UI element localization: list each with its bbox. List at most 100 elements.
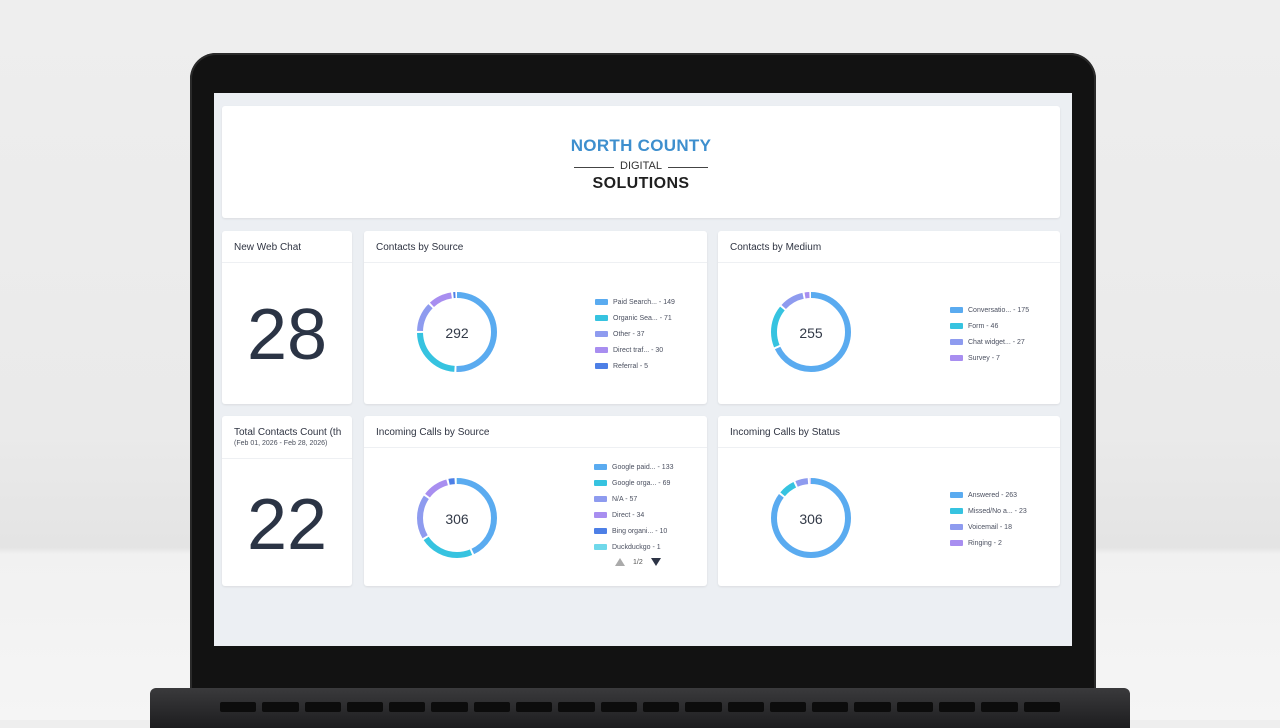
contacts-by-source-card[interactable]: Contacts by Source 292 Paid Search... - …: [364, 231, 707, 404]
legend-label: Missed/No a... - 23: [968, 507, 1027, 515]
legend-swatch: [950, 540, 963, 546]
legend-label: Organic Sea... - 71: [613, 314, 672, 322]
calls-by-status-title: Incoming Calls by Status: [730, 427, 841, 438]
contacts-by-medium-title: Contacts by Medium: [730, 242, 822, 253]
total-contacts-card[interactable]: Total Contacts Count (th (Feb 01, 2026 -…: [222, 416, 352, 586]
legend-item[interactable]: N/A - 57: [594, 491, 674, 507]
legend-swatch: [950, 339, 963, 345]
total-contacts-date-range: (Feb 01, 2026 - Feb 28, 2026): [234, 440, 328, 447]
legend-item[interactable]: Other - 37: [595, 326, 675, 342]
legend-swatch: [594, 544, 607, 550]
legend-pager: 1/2: [615, 558, 661, 566]
legend-label: Paid Search... - 149: [613, 298, 675, 306]
pager-next-icon[interactable]: [650, 558, 661, 566]
legend-item[interactable]: Conversatio... - 175: [950, 302, 1029, 318]
legend-swatch: [594, 512, 607, 518]
contacts-by-source-total: 292: [445, 325, 469, 341]
calls-by-source-title: Incoming Calls by Source: [376, 427, 490, 438]
legend-swatch: [950, 323, 963, 329]
legend-item[interactable]: Voicemail - 18: [950, 519, 1027, 535]
legend-label: Google paid... - 133: [612, 463, 674, 471]
legend-label: Chat widget... - 27: [968, 338, 1025, 346]
legend-label: Duckduckgo - 1: [612, 543, 661, 551]
legend-item[interactable]: Organic Sea... - 71: [595, 310, 675, 326]
contacts-by-source-legend: Paid Search... - 149 Organic Sea... - 71…: [595, 294, 675, 374]
calls-by-source-total: 306: [445, 511, 469, 527]
legend-label: Voicemail - 18: [968, 523, 1012, 531]
legend-swatch: [594, 480, 607, 486]
legend-item[interactable]: Missed/No a... - 23: [950, 503, 1027, 519]
donut-segment-1[interactable]: [771, 292, 851, 372]
logo-line3: SOLUTIONS: [592, 175, 690, 192]
legend-label: Google orga... - 69: [612, 479, 671, 487]
total-contacts-count: 22: [246, 485, 328, 565]
legend-swatch: [950, 307, 963, 313]
contacts-by-medium-card[interactable]: Contacts by Medium 255 Conversatio... - …: [718, 231, 1060, 404]
legend-label: Referral - 5: [613, 362, 649, 370]
legend-item[interactable]: Form - 46: [950, 318, 1029, 334]
legend-item[interactable]: Ringing - 2: [950, 535, 1027, 551]
contacts-by-source-title: Contacts by Source: [376, 242, 464, 253]
legend-swatch: [594, 496, 607, 502]
legend-label: Survey - 7: [968, 354, 1000, 362]
legend-item[interactable]: Paid Search... - 149: [595, 294, 675, 310]
web-chat-card[interactable]: New Web Chat 28: [222, 231, 352, 404]
legend-swatch: [594, 464, 607, 470]
laptop-keyboard: [150, 688, 1130, 728]
company-logo: NORTH COUNTY DIGITAL SOLUTIONS: [222, 136, 1060, 193]
legend-label: Other - 37: [613, 330, 645, 338]
legend-item[interactable]: Referral - 5: [595, 358, 675, 374]
web-chat-title: New Web Chat: [234, 242, 302, 253]
contacts-by-source-donut[interactable]: [414, 289, 500, 375]
dashboard-screen: NORTH COUNTY DIGITAL SOLUTIONS New Web C…: [214, 93, 1072, 646]
legend-label: N/A - 57: [612, 495, 638, 503]
legend-item[interactable]: Survey - 7: [950, 350, 1029, 366]
card-divider: [222, 262, 352, 263]
donut-segment-5[interactable]: [417, 478, 497, 558]
card-divider: [718, 447, 1060, 448]
legend-label: Conversatio... - 175: [968, 306, 1030, 314]
legend-item[interactable]: Duckduckgo - 1: [594, 539, 674, 555]
calls-by-status-legend: Answered - 263 Missed/No a... - 23 Voice…: [950, 487, 1027, 551]
legend-swatch: [950, 355, 963, 361]
card-divider: [718, 262, 1060, 263]
header-card: NORTH COUNTY DIGITAL SOLUTIONS: [222, 106, 1060, 218]
legend-swatch: [594, 528, 607, 534]
legend-swatch: [595, 347, 608, 353]
legend-swatch: [950, 492, 963, 498]
legend-item[interactable]: Direct - 34: [594, 507, 674, 523]
calls-by-status-donut[interactable]: [768, 475, 854, 561]
donut-segment-0[interactable]: [417, 292, 497, 372]
legend-item[interactable]: Google paid... - 133: [594, 459, 674, 475]
card-divider: [364, 447, 707, 448]
donut-segment-2[interactable]: [417, 478, 497, 558]
legend-item[interactable]: Answered - 263: [950, 487, 1027, 503]
legend-label: Answered - 263: [968, 491, 1018, 499]
legend-item[interactable]: Chat widget... - 27: [950, 334, 1029, 350]
donut-segment-0[interactable]: [771, 292, 851, 372]
donut-segment-1[interactable]: [417, 478, 497, 558]
total-contacts-title: Total Contacts Count (th: [234, 427, 342, 438]
legend-item[interactable]: Direct traf... - 30: [595, 342, 675, 358]
legend-item[interactable]: Google orga... - 69: [594, 475, 674, 491]
legend-label: Ringing - 2: [968, 539, 1002, 547]
calls-by-status-total: 306: [799, 511, 823, 527]
calls-by-source-donut[interactable]: [414, 475, 500, 561]
contacts-by-medium-legend: Conversatio... - 175 Form - 46 Chat widg…: [950, 302, 1029, 366]
legend-label: Bing organi... - 10: [612, 527, 668, 535]
contacts-by-medium-donut[interactable]: [768, 289, 854, 375]
card-divider: [364, 262, 707, 263]
legend-swatch: [950, 508, 963, 514]
legend-label: Form - 46: [968, 322, 999, 330]
legend-swatch: [595, 331, 608, 337]
donut-segment-0[interactable]: [771, 478, 851, 558]
calls-by-source-card[interactable]: Incoming Calls by Source 306 Google paid…: [364, 416, 707, 586]
contacts-by-medium-total: 255: [799, 325, 823, 341]
calls-by-status-card[interactable]: Incoming Calls by Status 306 Answered - …: [718, 416, 1060, 586]
legend-label: Direct - 34: [612, 511, 645, 519]
web-chat-count: 28: [246, 295, 328, 375]
pager-prev-icon[interactable]: [615, 558, 625, 566]
legend-item[interactable]: Bing organi... - 10: [594, 523, 674, 539]
legend-swatch: [950, 524, 963, 530]
logo-line2: DIGITAL: [574, 160, 708, 172]
